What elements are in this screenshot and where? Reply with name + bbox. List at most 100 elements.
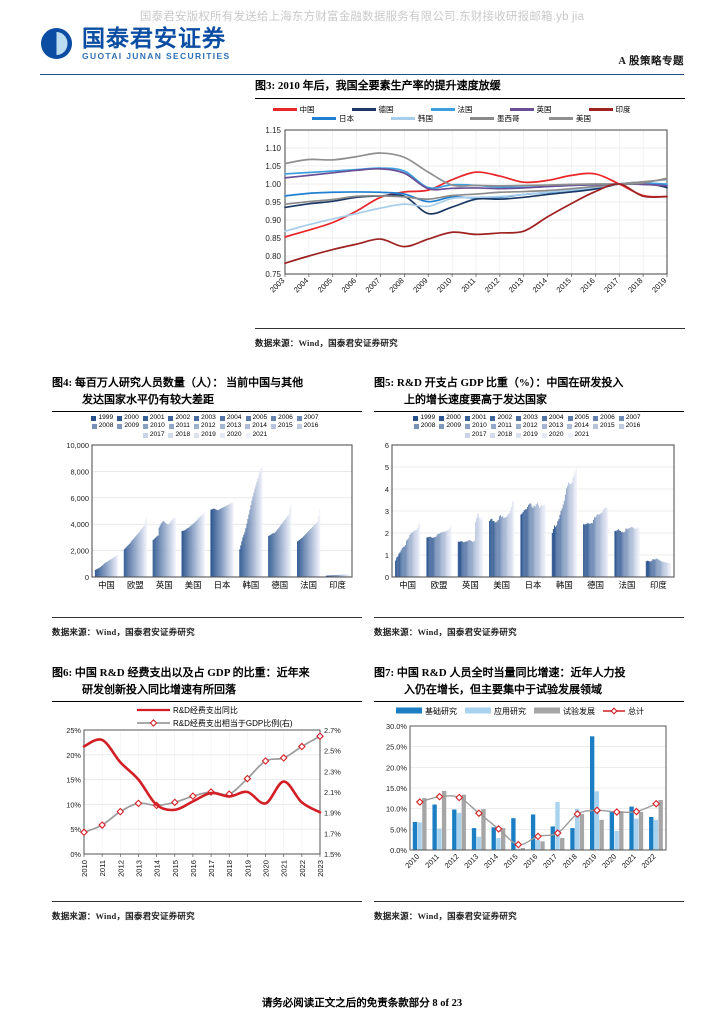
legend-label: 2016 [625, 422, 641, 430]
figure-7-source-row: 数据来源：Wind，国泰君安证券研究 [374, 901, 684, 924]
legend-item: 墨西哥 [470, 114, 549, 123]
svg-text:0.85: 0.85 [265, 234, 281, 243]
legend-label: 2019 [523, 430, 538, 438]
figure-4-number: 图4: [52, 377, 73, 389]
legend-item: 英国 [509, 105, 589, 114]
svg-text:日本: 日本 [214, 580, 231, 590]
svg-text:2011: 2011 [98, 860, 107, 876]
figure-4-source: 数据来源：Wind，国泰君安证券研究 [52, 627, 195, 638]
figure-4-caption-l1: 每百万人研究人员数量（人）： 当前中国与其他 [74, 377, 304, 389]
svg-text:2020: 2020 [600, 852, 618, 870]
legend-swatch [272, 108, 297, 111]
legend-item: 韩国 [391, 114, 470, 123]
legend-label: 日本 [339, 114, 354, 123]
legend-label: 2012 [522, 422, 538, 430]
legend-label: 2011 [497, 422, 512, 430]
svg-text:2014: 2014 [531, 276, 549, 294]
legend-swatch [245, 432, 251, 438]
legend-item: 2008 [91, 422, 114, 430]
legend-label: 2017 [471, 430, 487, 438]
figure-3: 图3: 2010 年后，我国全要素生产率的提升速度放缓 中国 德国 法国 英国 … [255, 78, 685, 351]
legend-swatch [464, 432, 470, 438]
legend-label: 2004 [548, 414, 564, 421]
svg-text:2017: 2017 [602, 276, 620, 294]
figure-6-caption-l2: 研发创新投入同比增速有所回落 [82, 684, 236, 696]
legend-swatch [219, 432, 225, 438]
legend-label: 2009 [124, 422, 140, 430]
figure-3-source-row: 数据来源：Wind，国泰君安证券研究 [255, 328, 685, 351]
legend-swatch [567, 424, 573, 430]
legend-label: 2003 [523, 414, 538, 421]
figure-5-source: 数据来源：Wind，国泰君安证券研究 [374, 627, 517, 638]
figure-7-caption-l1: 中国 R&D 人员全时当量同比增速：近年人力投 [396, 667, 626, 679]
legend-item: 2000 [117, 414, 139, 422]
svg-text:20%: 20% [66, 751, 81, 760]
legend-label: 2020 [226, 430, 242, 438]
legend-swatch [541, 424, 547, 430]
svg-text:1.10: 1.10 [265, 144, 281, 153]
legend-item: 2007 [296, 414, 319, 422]
legend-label: 2007 [625, 414, 641, 421]
legend-swatch [296, 424, 302, 430]
figure-3-plot: 0.75 0.80 0.85 0.90 0.95 1.00 1.05 1.10 1.15 2003… [255, 124, 675, 324]
figure-7-plot: 0.0% 5.0% 10.0% 15.0% 20.0% 25.0% 30.0% 2010 201… [374, 702, 684, 898]
svg-text:4,000: 4,000 [71, 520, 90, 529]
legend-item: 2009 [117, 422, 139, 430]
figure-5-legend: 1999 2000 2001 2002 2003 2004 2005 2006 2007 2008… [405, 414, 653, 439]
legend-label: 2009 [446, 422, 462, 430]
svg-text:2010: 2010 [80, 860, 89, 877]
svg-text:试验发展: 试验发展 [563, 706, 595, 716]
legend-swatch [271, 415, 277, 421]
svg-text:2019: 2019 [580, 852, 598, 870]
legend-label: 2008 [98, 422, 114, 430]
legend-label: 2002 [497, 414, 513, 421]
legend-item: 2005 [567, 414, 590, 422]
legend-swatch [516, 432, 522, 438]
svg-text:2004: 2004 [292, 276, 310, 294]
legend-item: 2014 [567, 422, 589, 430]
svg-text:2013: 2013 [462, 852, 480, 870]
legend-swatch [143, 424, 149, 430]
svg-text:0.80: 0.80 [265, 252, 281, 261]
legend-swatch [142, 415, 148, 421]
legend-swatch [470, 117, 494, 120]
legend-item: 2012 [193, 422, 216, 430]
legend-swatch [168, 415, 174, 421]
svg-text:英国: 英国 [462, 580, 479, 590]
legend-label: 1999 [420, 414, 436, 421]
svg-text:4: 4 [385, 485, 389, 494]
legend-item: 美国 [549, 114, 628, 123]
legend-label: 2003 [201, 414, 216, 421]
svg-text:25%: 25% [66, 726, 81, 735]
legend-label: 2001 [149, 414, 165, 421]
legend-swatch [439, 415, 445, 421]
legend-swatch [194, 432, 200, 438]
legend-item: 2014 [245, 422, 267, 430]
svg-text:15%: 15% [66, 776, 81, 785]
legend-item: 2002 [490, 414, 512, 422]
figure-3-caption: 2010 年后，我国全要素生产率的提升速度放缓 [277, 80, 501, 92]
section-label: A 股策略专题 [618, 56, 684, 67]
legend-label: 2021 [252, 430, 268, 438]
figure-4-caption-l2: 发达国家水平仍有较大差距 [82, 394, 214, 406]
legend-item: 2020 [219, 430, 242, 439]
svg-text:1.9%: 1.9% [324, 809, 341, 818]
svg-text:2014: 2014 [153, 860, 162, 877]
svg-text:2007: 2007 [364, 276, 382, 294]
legend-label: 2020 [548, 430, 564, 438]
legend-swatch [413, 415, 419, 421]
brand-logo: 国泰君安证券 GUOTAI JUNAN SECURITIES [40, 26, 684, 62]
figure-5: 图5: R&D 开支占 GDP 比重（%）：中国在研发投入 上的增长速度要高于发… [374, 375, 684, 640]
figure-5-source-row: 数据来源：Wind，国泰君安证券研究 [374, 617, 684, 640]
legend-label: 2000 [124, 414, 139, 421]
svg-text:应用研究: 应用研究 [494, 706, 526, 716]
legend-item: 2003 [194, 414, 216, 422]
legend-label: 2005 [574, 414, 590, 421]
legend-item: 日本 [312, 114, 391, 123]
svg-text:2.3%: 2.3% [324, 767, 341, 776]
svg-text:2011: 2011 [423, 852, 441, 870]
legend-swatch [117, 415, 123, 421]
legend-swatch [541, 415, 547, 421]
legend-label: 2008 [420, 422, 436, 430]
legend-item: 1999 [91, 414, 113, 422]
